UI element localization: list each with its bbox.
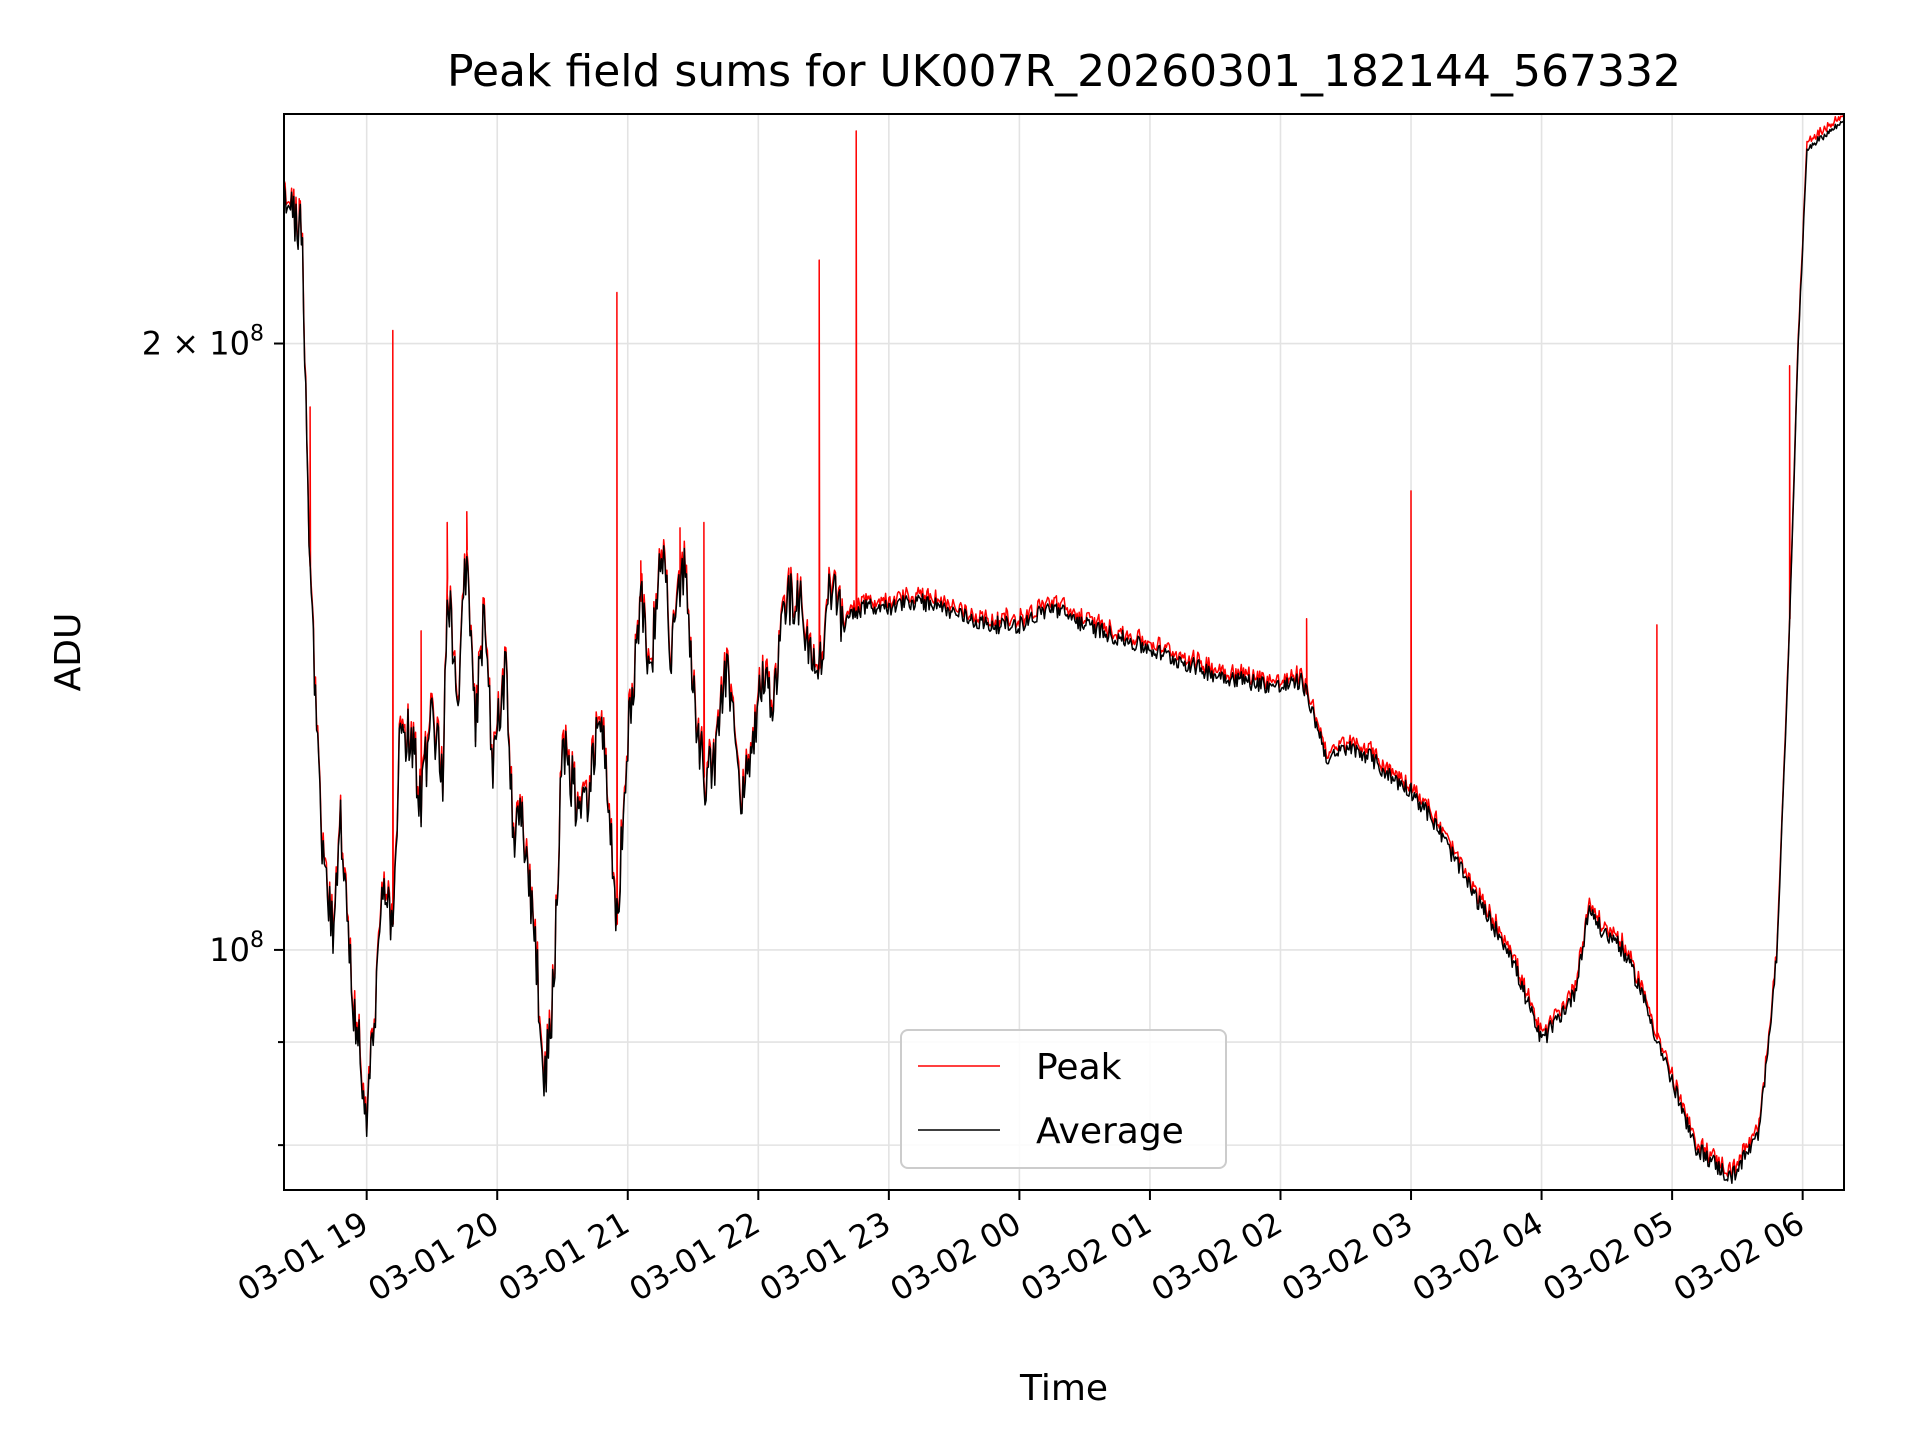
y-tick-label: 2 × 108: [142, 322, 264, 363]
y-axis-label: ADU: [48, 613, 89, 692]
legend: Peak Average: [900, 1029, 1227, 1169]
legend-label-average: Average: [1036, 1111, 1184, 1152]
legend-label-peak: Peak: [1036, 1047, 1122, 1088]
x-tick-label: 03-01 22: [623, 1204, 767, 1309]
x-tick-label: 03-02 04: [1406, 1204, 1550, 1309]
x-tick-label: 03-01 21: [492, 1204, 636, 1309]
x-tick-label: 03-01 23: [753, 1204, 897, 1309]
x-tick-label: 03-02 02: [1145, 1204, 1289, 1309]
legend-box: [900, 1029, 1227, 1169]
x-tick-label: 03-02 00: [884, 1204, 1028, 1309]
chart-title: Peak field sums for UK007R_20260301_1821…: [447, 46, 1681, 97]
x-tick-label: 03-02 06: [1667, 1204, 1811, 1309]
x-tick-label: 03-02 01: [1014, 1204, 1158, 1309]
series-line-average: [284, 120, 1844, 1184]
x-tick-label: 03-02 05: [1537, 1204, 1681, 1309]
y-tick-label: 108: [209, 928, 264, 969]
plot-frame: [283, 113, 1845, 1191]
grid-layer: [284, 114, 1844, 1190]
x-tick-label: 03-02 03: [1275, 1204, 1419, 1309]
plot-layer: [284, 114, 1844, 1184]
series-line-peak: [284, 114, 1844, 1180]
x-tick-label: 03-01 19: [231, 1204, 375, 1309]
x-axis-label: Time: [1019, 1368, 1108, 1409]
x-tick-label: 03-01 20: [362, 1204, 506, 1309]
